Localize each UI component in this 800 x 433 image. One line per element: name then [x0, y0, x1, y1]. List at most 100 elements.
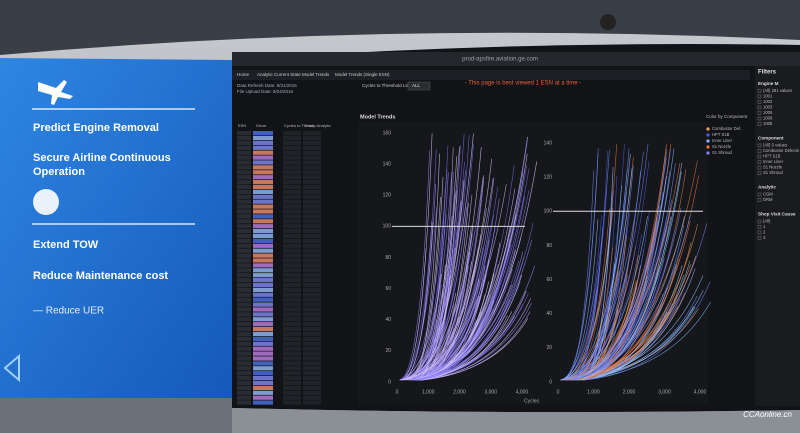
- table-cell: [237, 331, 251, 337]
- table-cell: [237, 135, 251, 141]
- table-cell: [237, 287, 251, 292]
- trend-line: [400, 278, 480, 381]
- filter-checkbox[interactable]: [757, 122, 762, 126]
- table-cell: [237, 238, 251, 243]
- table-cell: [283, 356, 301, 361]
- x-tick-label: 4,000: [694, 389, 707, 395]
- table-cell: [237, 131, 251, 136]
- table-cell: [253, 336, 273, 341]
- table-cell: [237, 150, 251, 155]
- nav-tab[interactable]: Home: [237, 72, 250, 77]
- trend-line: [560, 149, 610, 381]
- table-cell: [237, 312, 251, 317]
- table-cell: [253, 135, 273, 141]
- table-cell: [303, 292, 321, 297]
- table-cell: [237, 366, 251, 371]
- table-cell: [303, 199, 321, 204]
- table-cell: [303, 380, 321, 386]
- table-cell: [237, 307, 251, 312]
- trend-line: [565, 168, 633, 381]
- y-tick-label: 100: [383, 224, 392, 230]
- filter-checkbox[interactable]: [757, 94, 762, 99]
- nav-tab[interactable]: Model Trends (Single ESN): [335, 72, 390, 77]
- cycles-dropdown[interactable]: [407, 81, 431, 91]
- table-cell: [237, 322, 251, 327]
- trend-line: [417, 239, 533, 381]
- table-cell: [237, 297, 251, 302]
- sub-item: — Reduce UER: [33, 306, 104, 317]
- table-cell: [253, 140, 273, 145]
- table-cell: [303, 170, 321, 175]
- table-cell: [237, 229, 251, 234]
- table-cell: [283, 243, 301, 248]
- filter-checkbox[interactable]: [757, 149, 762, 153]
- table-cell: [303, 248, 321, 253]
- trend-line: [413, 190, 530, 381]
- filter-checkbox[interactable]: [757, 225, 762, 229]
- table-cell: [237, 219, 251, 224]
- filter-checkbox[interactable]: [757, 143, 762, 148]
- table-cell: [283, 331, 301, 337]
- filter-checkbox[interactable]: [757, 165, 762, 170]
- table-cell: [253, 317, 273, 322]
- filter-checkbox[interactable]: [757, 192, 762, 197]
- table-cell: [253, 297, 273, 302]
- trend-line: [568, 148, 630, 381]
- table-cell: [303, 278, 321, 283]
- filter-option: 1003: [763, 105, 773, 110]
- filter-section: Shop Visit Cause: [758, 212, 796, 217]
- filter-checkbox[interactable]: [757, 105, 762, 110]
- floor: [232, 408, 800, 433]
- table-cell: [303, 155, 321, 160]
- filter-section: Component: [758, 136, 784, 141]
- y-tick-label: 80: [546, 243, 552, 249]
- tab-bar: [232, 70, 750, 80]
- x-tick-label: 2,000: [623, 389, 636, 395]
- filter-checkbox[interactable]: [757, 198, 762, 202]
- table-cell: [253, 204, 273, 209]
- table-cell: [303, 135, 321, 141]
- table-cell: [303, 224, 321, 229]
- filter-checkbox[interactable]: [757, 116, 762, 121]
- filter-checkbox[interactable]: [757, 230, 762, 235]
- table-cell: [237, 243, 251, 248]
- nav-tab[interactable]: Model Trends: [302, 72, 330, 77]
- table-cell: [237, 189, 251, 194]
- prev-arrow[interactable]: [3, 353, 20, 383]
- slide-item: Predict Engine Removal: [33, 122, 159, 134]
- trend-line: [400, 150, 430, 381]
- filter-checkbox[interactable]: [757, 89, 762, 93]
- x-tick-label: 2,000: [453, 389, 466, 395]
- trend-line: [409, 300, 495, 381]
- table-cell: [303, 302, 321, 307]
- refresh-date: Data Refresh Date: 8/31/2016: [237, 83, 297, 88]
- table-cell: [253, 229, 273, 234]
- table-cell: [283, 351, 301, 356]
- table-cell: [237, 165, 251, 170]
- table-cell: [253, 238, 273, 243]
- filter-option: 1002: [763, 99, 773, 104]
- table-cell: [283, 184, 301, 190]
- filter-checkbox[interactable]: [757, 160, 762, 164]
- slide-item: Extend TOW: [33, 239, 99, 251]
- trend-line: [422, 311, 531, 381]
- filter-checkbox[interactable]: [757, 236, 762, 240]
- table-cell: [253, 400, 273, 405]
- nav-tab[interactable]: Analytic Current State: [257, 72, 301, 77]
- trend-line: [583, 281, 711, 381]
- filter-checkbox[interactable]: [757, 154, 762, 159]
- table-cell: [253, 170, 273, 175]
- table-cell: [283, 175, 301, 180]
- filter-checkbox[interactable]: [757, 219, 762, 224]
- table-cell: [283, 233, 301, 239]
- filter-checkbox[interactable]: [757, 111, 762, 115]
- y-tick-label: 140: [383, 161, 392, 167]
- filter-checkbox[interactable]: [757, 100, 762, 104]
- filter-option: 1008: [763, 121, 773, 126]
- filter-checkbox[interactable]: [757, 171, 762, 175]
- watermark: CCAonline.cn: [743, 410, 792, 419]
- camera: [600, 14, 616, 30]
- x-tick-label: 3,000: [658, 389, 671, 395]
- trend-line: [418, 145, 461, 381]
- trend-line: [417, 194, 456, 381]
